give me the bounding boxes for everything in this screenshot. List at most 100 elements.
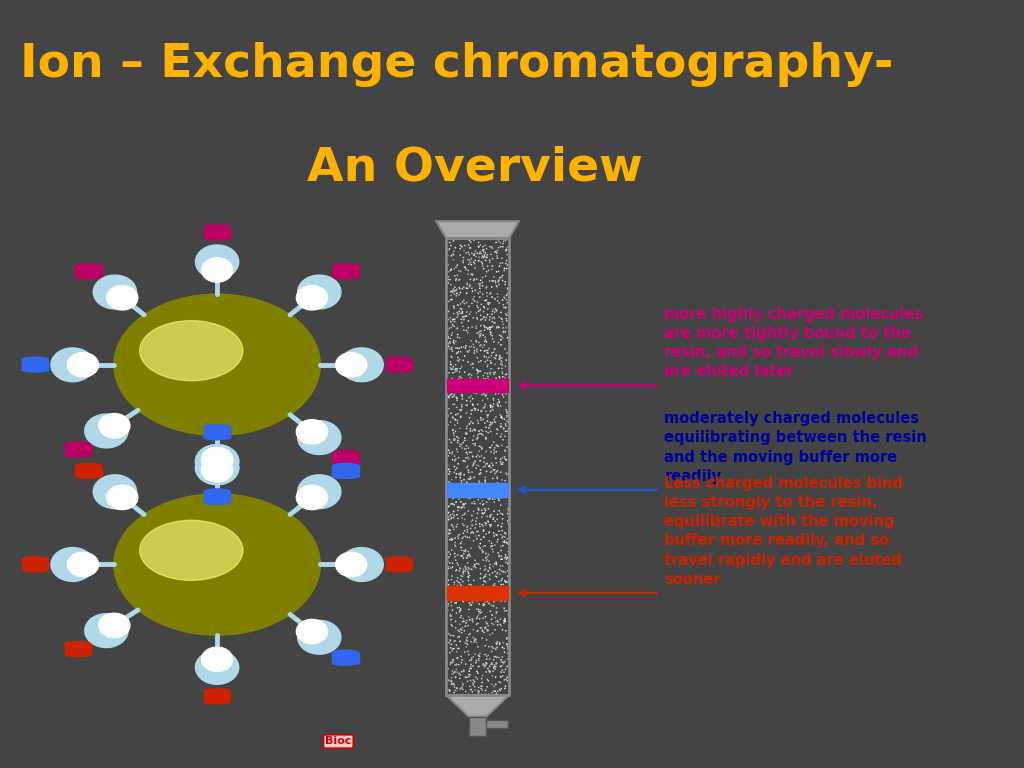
- Point: [480, 409, 497, 421]
- Point: [451, 265, 467, 277]
- Point: [486, 413, 503, 425]
- Point: [447, 540, 464, 552]
- Point: [453, 467, 469, 479]
- Point: [443, 474, 460, 486]
- Point: [495, 452, 511, 464]
- Point: [488, 423, 505, 435]
- Point: [497, 656, 513, 668]
- Point: [444, 643, 461, 655]
- Ellipse shape: [22, 557, 48, 562]
- Point: [450, 549, 466, 561]
- Point: [460, 315, 476, 327]
- Point: [476, 321, 493, 333]
- Point: [492, 638, 508, 650]
- Point: [481, 561, 498, 574]
- Point: [469, 386, 485, 399]
- Point: [442, 675, 459, 687]
- Point: [465, 450, 481, 462]
- Point: [462, 372, 478, 384]
- Point: [490, 575, 507, 588]
- Point: [464, 404, 480, 416]
- Point: [475, 531, 492, 543]
- Point: [442, 333, 459, 345]
- Point: [495, 366, 511, 378]
- Point: [475, 578, 492, 591]
- Point: [460, 585, 476, 598]
- Point: [493, 409, 509, 421]
- Point: [455, 393, 471, 406]
- Point: [493, 591, 509, 603]
- Point: [447, 335, 464, 347]
- Point: [489, 398, 506, 410]
- Point: [489, 519, 506, 531]
- Point: [487, 276, 504, 289]
- Point: [473, 450, 489, 462]
- Point: [458, 263, 474, 276]
- Point: [465, 358, 481, 370]
- Point: [481, 554, 498, 567]
- Point: [490, 321, 507, 333]
- Point: [476, 588, 493, 600]
- Point: [440, 524, 457, 536]
- Point: [440, 380, 457, 392]
- Point: [458, 584, 474, 597]
- Ellipse shape: [139, 321, 243, 381]
- Point: [461, 670, 477, 683]
- Point: [485, 398, 502, 410]
- Ellipse shape: [204, 225, 230, 230]
- Point: [463, 489, 479, 502]
- Point: [478, 657, 495, 670]
- Point: [453, 538, 469, 550]
- Point: [446, 548, 463, 560]
- Point: [481, 629, 498, 641]
- Point: [477, 487, 494, 499]
- Point: [452, 362, 468, 375]
- Point: [465, 660, 481, 672]
- Point: [454, 579, 470, 591]
- Point: [441, 534, 458, 546]
- Point: [467, 404, 483, 416]
- Point: [459, 446, 475, 458]
- Point: [440, 313, 457, 326]
- Point: [474, 251, 490, 263]
- Point: [482, 416, 499, 429]
- Point: [450, 436, 466, 449]
- Point: [480, 479, 497, 492]
- Point: [461, 568, 477, 580]
- Point: [456, 281, 472, 293]
- Point: [499, 296, 515, 309]
- Point: [440, 562, 457, 574]
- Point: [465, 434, 481, 446]
- Point: [477, 254, 494, 266]
- Polygon shape: [202, 458, 232, 482]
- Point: [440, 468, 457, 480]
- Point: [481, 664, 498, 677]
- Point: [486, 343, 503, 356]
- Point: [445, 336, 462, 349]
- Bar: [22, 559, 48, 570]
- Point: [466, 636, 482, 648]
- Point: [482, 368, 499, 380]
- Point: [481, 510, 498, 522]
- Point: [495, 294, 511, 306]
- Point: [490, 265, 507, 277]
- Point: [476, 502, 493, 515]
- Point: [445, 384, 462, 396]
- Point: [471, 445, 487, 458]
- Polygon shape: [98, 414, 130, 438]
- Point: [449, 287, 465, 300]
- Point: [478, 351, 495, 363]
- Point: [442, 273, 459, 286]
- Point: [478, 375, 495, 387]
- Bar: [486, 720, 508, 728]
- Point: [481, 314, 498, 326]
- Point: [483, 518, 500, 531]
- Point: [484, 260, 501, 273]
- Point: [460, 570, 476, 582]
- Point: [456, 584, 472, 596]
- Point: [441, 243, 458, 255]
- Point: [485, 436, 502, 449]
- Point: [461, 242, 477, 254]
- Bar: [75, 266, 101, 276]
- Point: [487, 353, 504, 365]
